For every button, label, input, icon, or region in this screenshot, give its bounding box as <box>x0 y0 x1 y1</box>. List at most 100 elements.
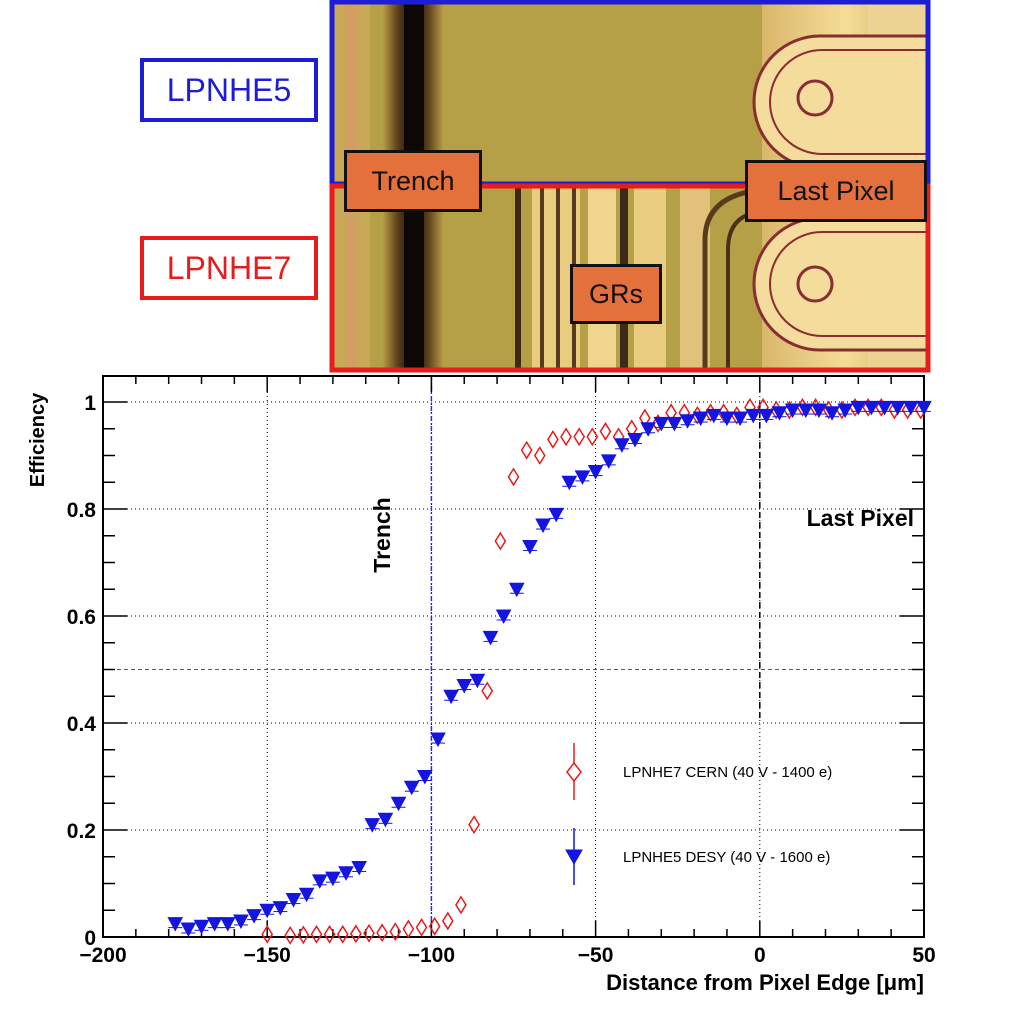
lpnhe7-point <box>336 924 349 944</box>
lpnhe5-point <box>285 893 302 908</box>
lpnhe5-point <box>167 917 184 932</box>
lpnhe7-point <box>520 440 533 460</box>
series-lpnhe5 <box>167 400 932 938</box>
lpnhe5-point <box>863 400 880 416</box>
x-tick-label: −50 <box>578 944 614 967</box>
lpnhe5-point <box>351 860 367 876</box>
y-tick-label: 0.8 <box>67 499 97 522</box>
lpnhe5-point <box>456 679 473 694</box>
lpnhe7-point <box>560 427 572 447</box>
lpnhe5-point <box>587 465 604 480</box>
lpnhe5-point <box>390 796 407 812</box>
lpnhe5-point <box>679 414 696 429</box>
legend-marker-lpnhe5 <box>565 828 583 885</box>
lpnhe5-point <box>443 689 459 705</box>
last-pixel-tag: Last Pixel <box>745 160 927 222</box>
lpnhe5-point <box>732 411 748 427</box>
y-axis-label: Efficiency <box>27 392 49 487</box>
x-tick-label: 0 <box>754 944 766 967</box>
y-tick-label: 0.2 <box>67 820 96 843</box>
lpnhe5-point <box>430 732 446 748</box>
lpnhe7-point <box>310 924 323 944</box>
lpnhe5-point <box>193 919 210 935</box>
lpnhe7-point <box>547 430 559 449</box>
lpnhe5-point <box>338 866 354 881</box>
lpnhe7-point <box>297 925 310 945</box>
lpnhe5-point <box>784 403 801 419</box>
y-tick-label: 1 <box>84 392 96 415</box>
lpnhe5-point <box>311 874 328 889</box>
efficiency-plot: −200 −150 −100 −50 0 50 0 0.2 0.4 0.6 0.8 1 Distan… <box>27 375 936 995</box>
lpnhe5-point <box>206 917 223 932</box>
lpnhe7-point <box>376 923 389 943</box>
lpnhe5-point <box>233 914 249 930</box>
reference-lines <box>103 376 924 937</box>
lpnhe5-point <box>259 903 276 919</box>
lpnhe5-point <box>640 422 656 437</box>
lpnhe5-point <box>522 539 538 555</box>
legend: LPNHE7 CERN (40 V - 1400 e) LPNHE5 DESY … <box>565 743 832 885</box>
lpnhe5-point <box>889 400 906 416</box>
x-tick-label: −200 <box>79 944 126 967</box>
lpnhe5-point <box>916 400 932 416</box>
lpnhe5-point <box>653 416 670 432</box>
lpnhe5-point <box>771 406 788 421</box>
lpnhe7-point <box>415 917 428 937</box>
lpnhe5-point <box>824 406 840 421</box>
lpnhe5-point <box>219 917 236 932</box>
lpnhe5-point <box>508 582 525 598</box>
lpnhe5-point <box>745 408 762 424</box>
lpnhe5-point <box>377 812 394 828</box>
lpnhe5-point <box>574 470 591 485</box>
lpnhe5-point <box>298 887 315 903</box>
lpnhe7-point <box>494 531 507 551</box>
lpnhe5-point <box>666 416 683 432</box>
lpnhe7-point <box>586 427 599 447</box>
lpnhe7-point <box>468 815 480 835</box>
lpnhe5-point <box>850 400 867 416</box>
lpnhe7-point <box>284 925 297 945</box>
lpnhe5-point <box>364 818 381 833</box>
legend-triangle <box>565 849 583 866</box>
legend-entry-lpnhe5: LPNHE5 DESY (40 V - 1600 e) <box>623 849 830 866</box>
lpnhe5-point <box>692 411 709 427</box>
lpnhe5-point <box>811 403 827 419</box>
lpnhe5-point <box>246 909 262 924</box>
lpnhe7-point <box>349 924 362 944</box>
lpnhe5-point <box>325 871 341 887</box>
lpnhe5-point <box>495 609 512 625</box>
lpnhe7-point <box>323 924 336 944</box>
trench-tag: Trench <box>344 150 482 212</box>
x-tick-label: −150 <box>244 944 291 967</box>
lpnhe7-point <box>441 911 454 931</box>
guard-rings-tag: GRs <box>570 264 662 324</box>
lpnhe7-point <box>428 916 441 936</box>
lpnhe7-point <box>363 923 375 943</box>
lpnhe7-point <box>402 919 415 939</box>
lpnhe5-point <box>272 901 289 916</box>
legend-diamond <box>566 761 582 783</box>
lpnhe5-point <box>705 408 722 424</box>
x-tick-label: −100 <box>408 944 455 967</box>
last-pixel-annotation: Last Pixel <box>807 505 914 531</box>
lpnhe7-point <box>481 681 494 701</box>
trench-annotation: Trench <box>369 497 395 572</box>
lpnhe7-point <box>455 895 467 915</box>
x-axis-label: Distance from Pixel Edge [μm] <box>606 970 924 995</box>
lpnhe5-point <box>561 475 578 491</box>
lpnhe5-point <box>837 403 854 419</box>
lpnhe7-point <box>507 467 520 487</box>
lpnhe5-point <box>797 403 814 419</box>
lpnhe7-point <box>573 427 586 447</box>
lpnhe5-point <box>758 408 775 424</box>
lpnhe5-point <box>600 454 617 469</box>
lpnhe7-point <box>261 924 274 944</box>
lpnhe5-point <box>903 400 919 416</box>
lpnhe5-point <box>403 780 420 796</box>
lpnhe5-label: LPNHE5 <box>140 58 318 122</box>
lpnhe5-point <box>548 507 565 523</box>
lpnhe5-point <box>535 518 551 534</box>
lpnhe5-point <box>482 630 499 646</box>
lpnhe7-frame <box>329 183 931 373</box>
